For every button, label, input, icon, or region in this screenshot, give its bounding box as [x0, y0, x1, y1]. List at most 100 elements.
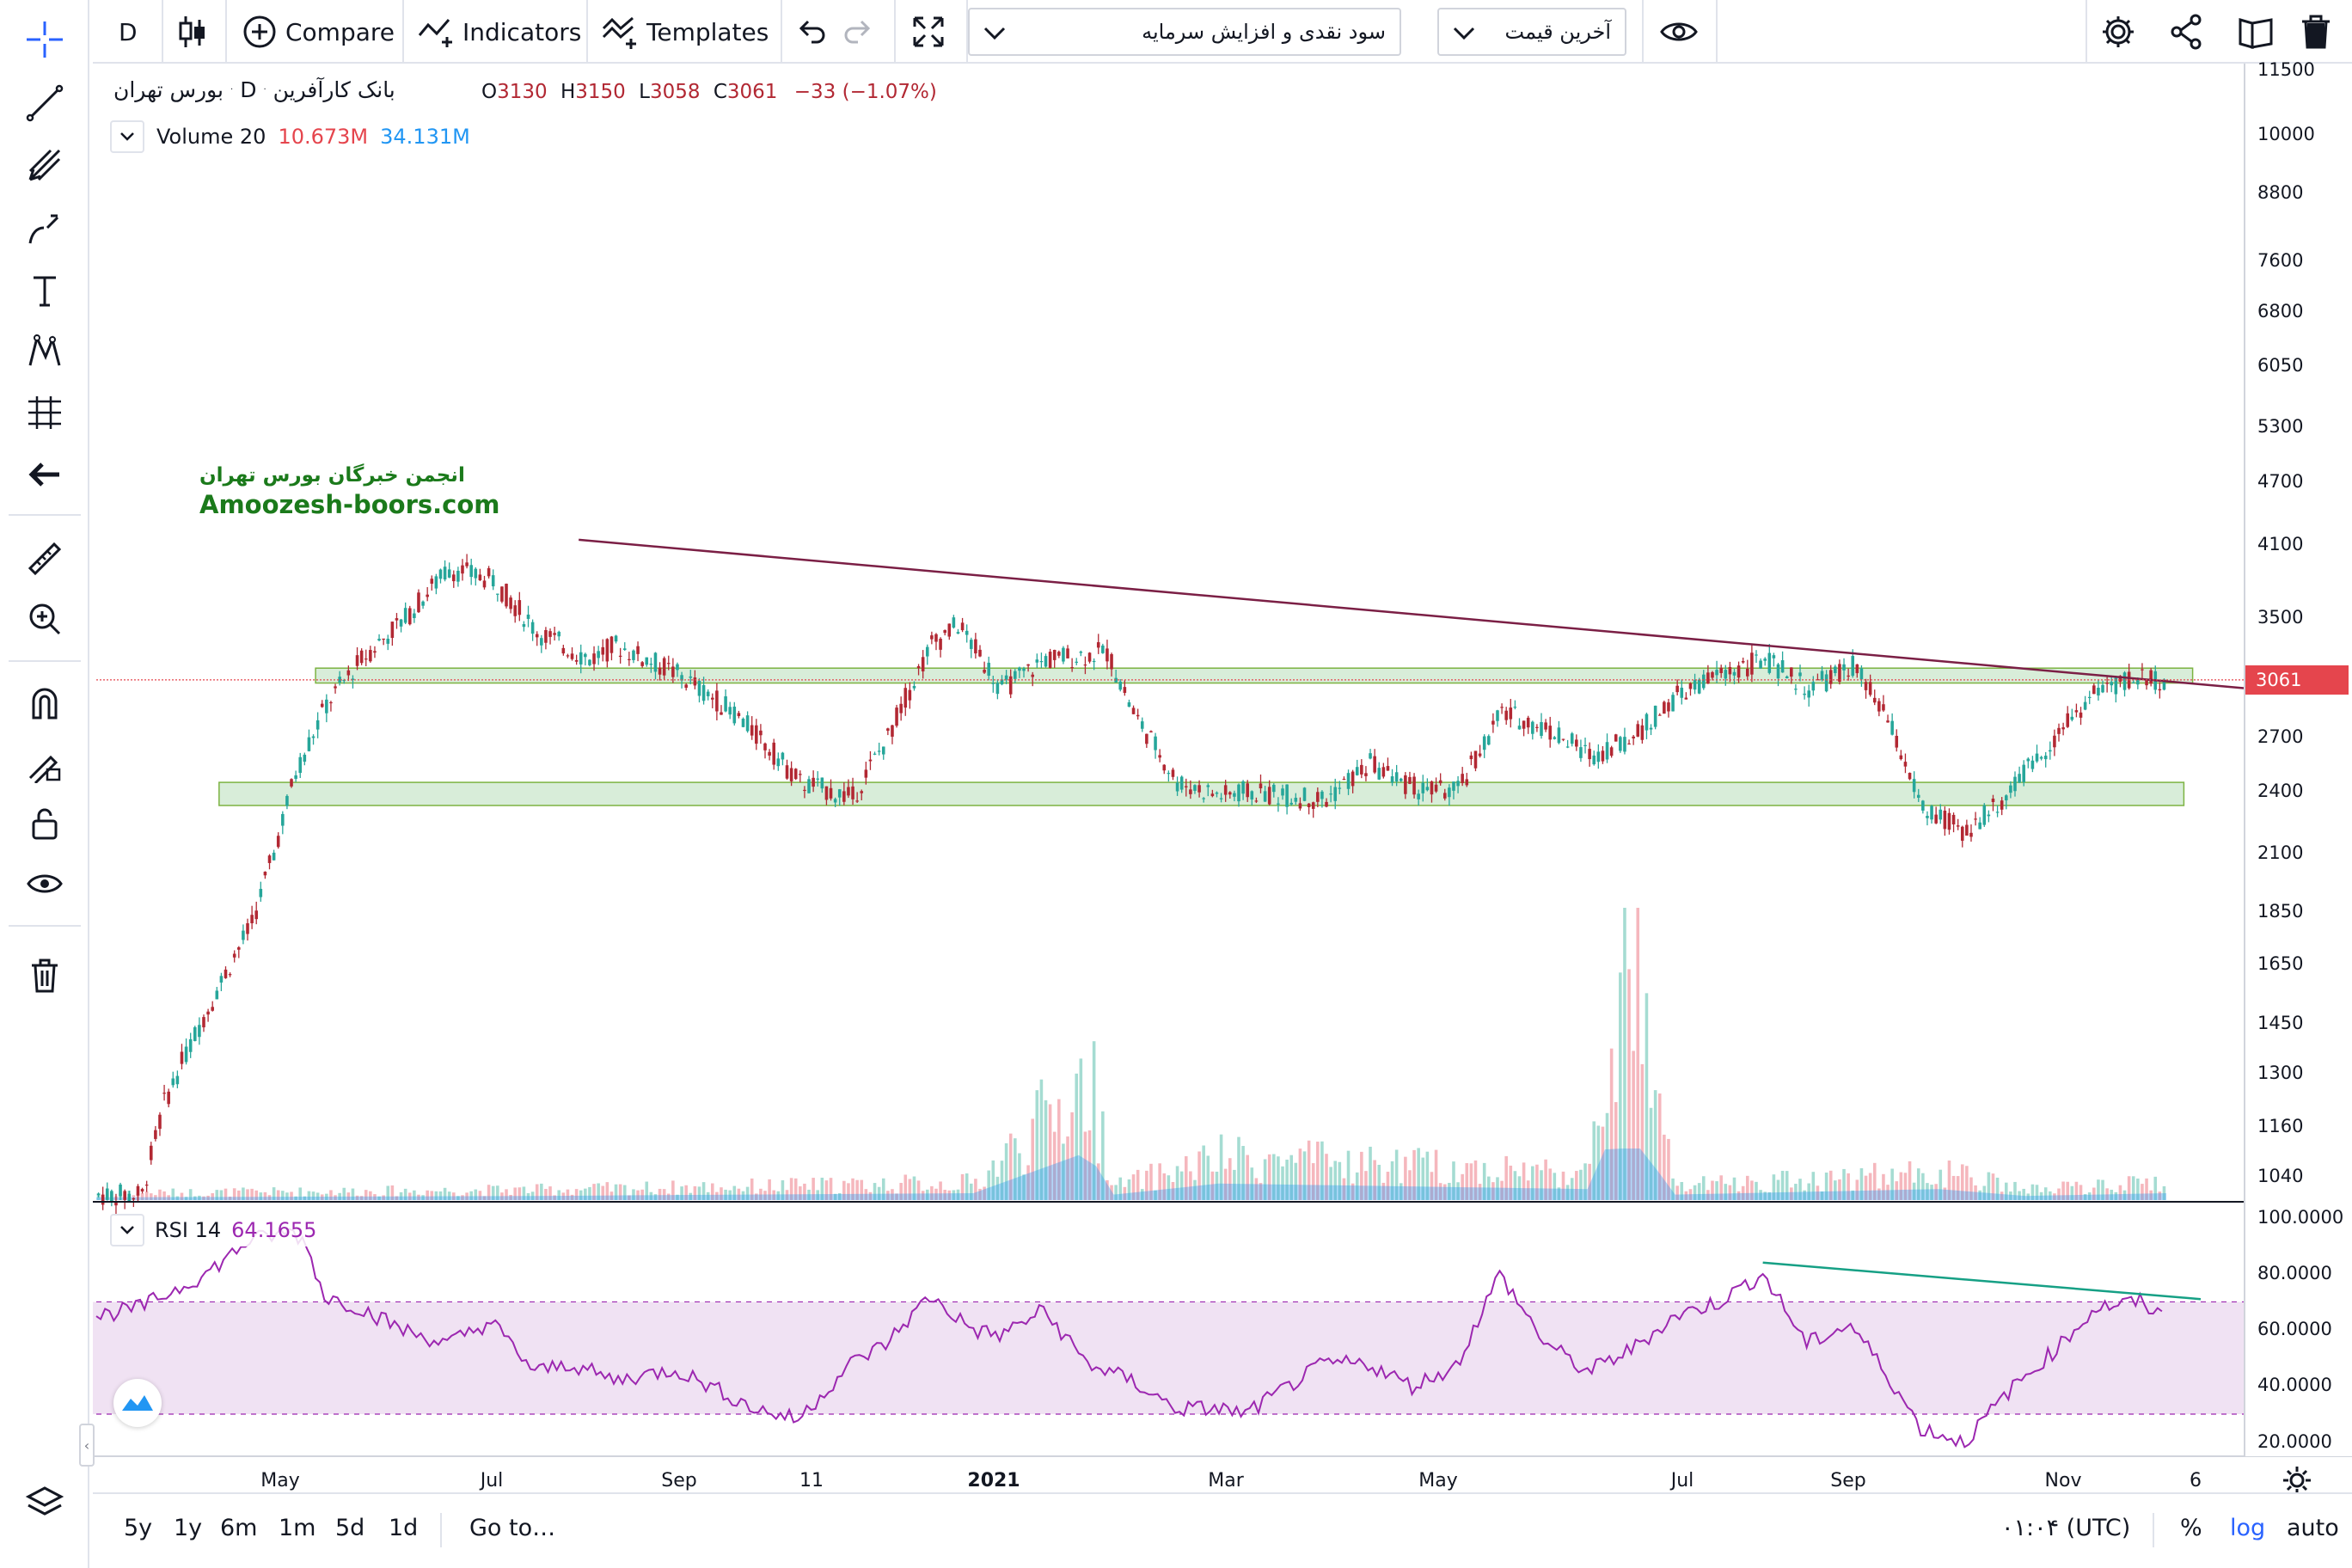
range-5y[interactable]: 5y: [124, 1515, 153, 1541]
range-5d[interactable]: 5d: [335, 1515, 365, 1541]
volume-bar: [1965, 1166, 1969, 1200]
candle: [513, 605, 517, 616]
auto-toggle[interactable]: auto: [2287, 1515, 2339, 1541]
rsi-trendline[interactable]: [1762, 1261, 2202, 1301]
volume-bar: [701, 1182, 706, 1200]
tradingview-logo[interactable]: [113, 1379, 162, 1427]
eye-icon[interactable]: [19, 860, 70, 908]
templates-button[interactable]: Templates: [600, 0, 769, 64]
candle: [662, 658, 666, 676]
volume-bar: [2013, 1181, 2017, 1200]
percent-toggle[interactable]: %: [2180, 1515, 2202, 1541]
resistance-trendline[interactable]: [579, 538, 2245, 689]
trend-line-icon[interactable]: [19, 79, 70, 127]
settings-button[interactable]: [2099, 0, 2137, 64]
candle: [224, 969, 228, 978]
goto-button[interactable]: Go to…: [469, 1515, 556, 1541]
range-1m[interactable]: 1m: [279, 1515, 316, 1541]
candle: [934, 634, 938, 642]
log-toggle[interactable]: log: [2230, 1515, 2266, 1541]
price-type-dropdown[interactable]: آخرین قیمت: [1437, 8, 1626, 56]
brush-icon[interactable]: [19, 205, 70, 253]
symbol-legend[interactable]: بورس تهران · D · بانک کارآفرین: [113, 77, 395, 102]
dividends-dropdown[interactable]: سود نقدی و افزایش سرمایه: [968, 8, 1401, 56]
range-6m[interactable]: 6m: [220, 1515, 258, 1541]
pattern-icon[interactable]: [19, 327, 70, 375]
volume-bar: [1311, 1163, 1315, 1200]
volume-bar: [443, 1187, 447, 1200]
candle: [1364, 773, 1368, 776]
prediction-icon[interactable]: [19, 389, 70, 437]
volume-bar: [500, 1192, 504, 1200]
magnet-icon[interactable]: [19, 679, 70, 727]
volume-bar: [1974, 1185, 1977, 1200]
volume-bar: [1277, 1156, 1280, 1200]
utc-clock[interactable]: ۰۱:۰۴ (UTC): [2001, 1515, 2131, 1541]
support-zone[interactable]: [315, 667, 2194, 684]
fullscreen-button[interactable]: [910, 0, 947, 64]
share-button[interactable]: [2168, 0, 2206, 64]
compare-button[interactable]: Compare: [242, 0, 395, 64]
chart-settings-icon[interactable]: [2278, 1461, 2316, 1499]
candle: [496, 593, 499, 595]
volume-bar: [303, 1196, 307, 1200]
volume-bar: [1281, 1166, 1284, 1200]
candle: [745, 715, 750, 732]
snapshot-button[interactable]: [2237, 0, 2275, 64]
candle: [1307, 803, 1311, 807]
candle: [2009, 785, 2012, 793]
symbol-name: بانک کارآفرین: [273, 77, 395, 102]
candle: [1048, 652, 1052, 668]
trash-icon[interactable]: [19, 951, 70, 999]
rsi-legend[interactable]: RSI 14 64.1655: [110, 1214, 317, 1246]
volume-bar: [666, 1193, 671, 1200]
visibility-button[interactable]: [1659, 0, 1699, 64]
trash-icon: [2302, 15, 2330, 49]
interval-button[interactable]: D: [119, 17, 138, 46]
zoom-in-icon[interactable]: [19, 595, 70, 643]
ruler-icon[interactable]: [19, 535, 70, 583]
undo-button[interactable]: [794, 0, 829, 64]
indicators-button[interactable]: Indicators: [416, 0, 581, 64]
layers-icon[interactable]: [19, 1479, 70, 1527]
volume-bar: [1592, 1121, 1596, 1200]
lock-drawing-icon[interactable]: [19, 739, 70, 787]
candle: [1575, 739, 1578, 747]
delete-button[interactable]: [2299, 0, 2333, 64]
volume-bar: [1070, 1112, 1074, 1200]
candle: [1263, 791, 1267, 802]
collapse-panel-handle[interactable]: ‹: [79, 1424, 95, 1467]
pitchfork-icon[interactable]: [19, 141, 70, 189]
volume-bar: [1215, 1171, 1219, 1200]
collapse-chevron-icon[interactable]: [110, 120, 144, 153]
crosshair-icon[interactable]: [19, 15, 70, 64]
volume-bar: [509, 1194, 512, 1200]
candle: [1333, 787, 1338, 801]
collapse-chevron-icon[interactable]: [110, 1214, 144, 1246]
volume-bar: [592, 1184, 596, 1200]
volume-bar: [974, 1179, 977, 1200]
text-tool-icon[interactable]: [19, 266, 70, 315]
unlock-icon[interactable]: [19, 799, 70, 848]
candle: [2000, 800, 2004, 810]
volume-bar: [908, 1179, 912, 1200]
high-value: 3150: [575, 81, 626, 103]
volume-legend[interactable]: Volume 20 10.673M 34.131M: [110, 120, 470, 153]
candle: [618, 655, 622, 658]
chart-type-button[interactable]: [175, 0, 210, 64]
volume-bar: [916, 1180, 921, 1200]
support-zone[interactable]: [218, 781, 2185, 806]
range-1y[interactable]: 1y: [174, 1515, 203, 1541]
candle: [1807, 690, 1810, 698]
range-1d[interactable]: 1d: [389, 1515, 419, 1541]
candle: [1158, 755, 1161, 758]
candle: [1456, 781, 1460, 787]
candle: [1859, 668, 1864, 680]
volume-bar: [351, 1188, 355, 1200]
price-scale[interactable]: 11500 10000 8800 7600 6800 6050 5300 4700 4100 35…: [2244, 59, 2352, 1456]
redo-button[interactable]: [841, 0, 875, 64]
back-arrow-icon[interactable]: [19, 450, 70, 499]
volume-bar: [1184, 1155, 1188, 1200]
candle: [952, 617, 956, 628]
